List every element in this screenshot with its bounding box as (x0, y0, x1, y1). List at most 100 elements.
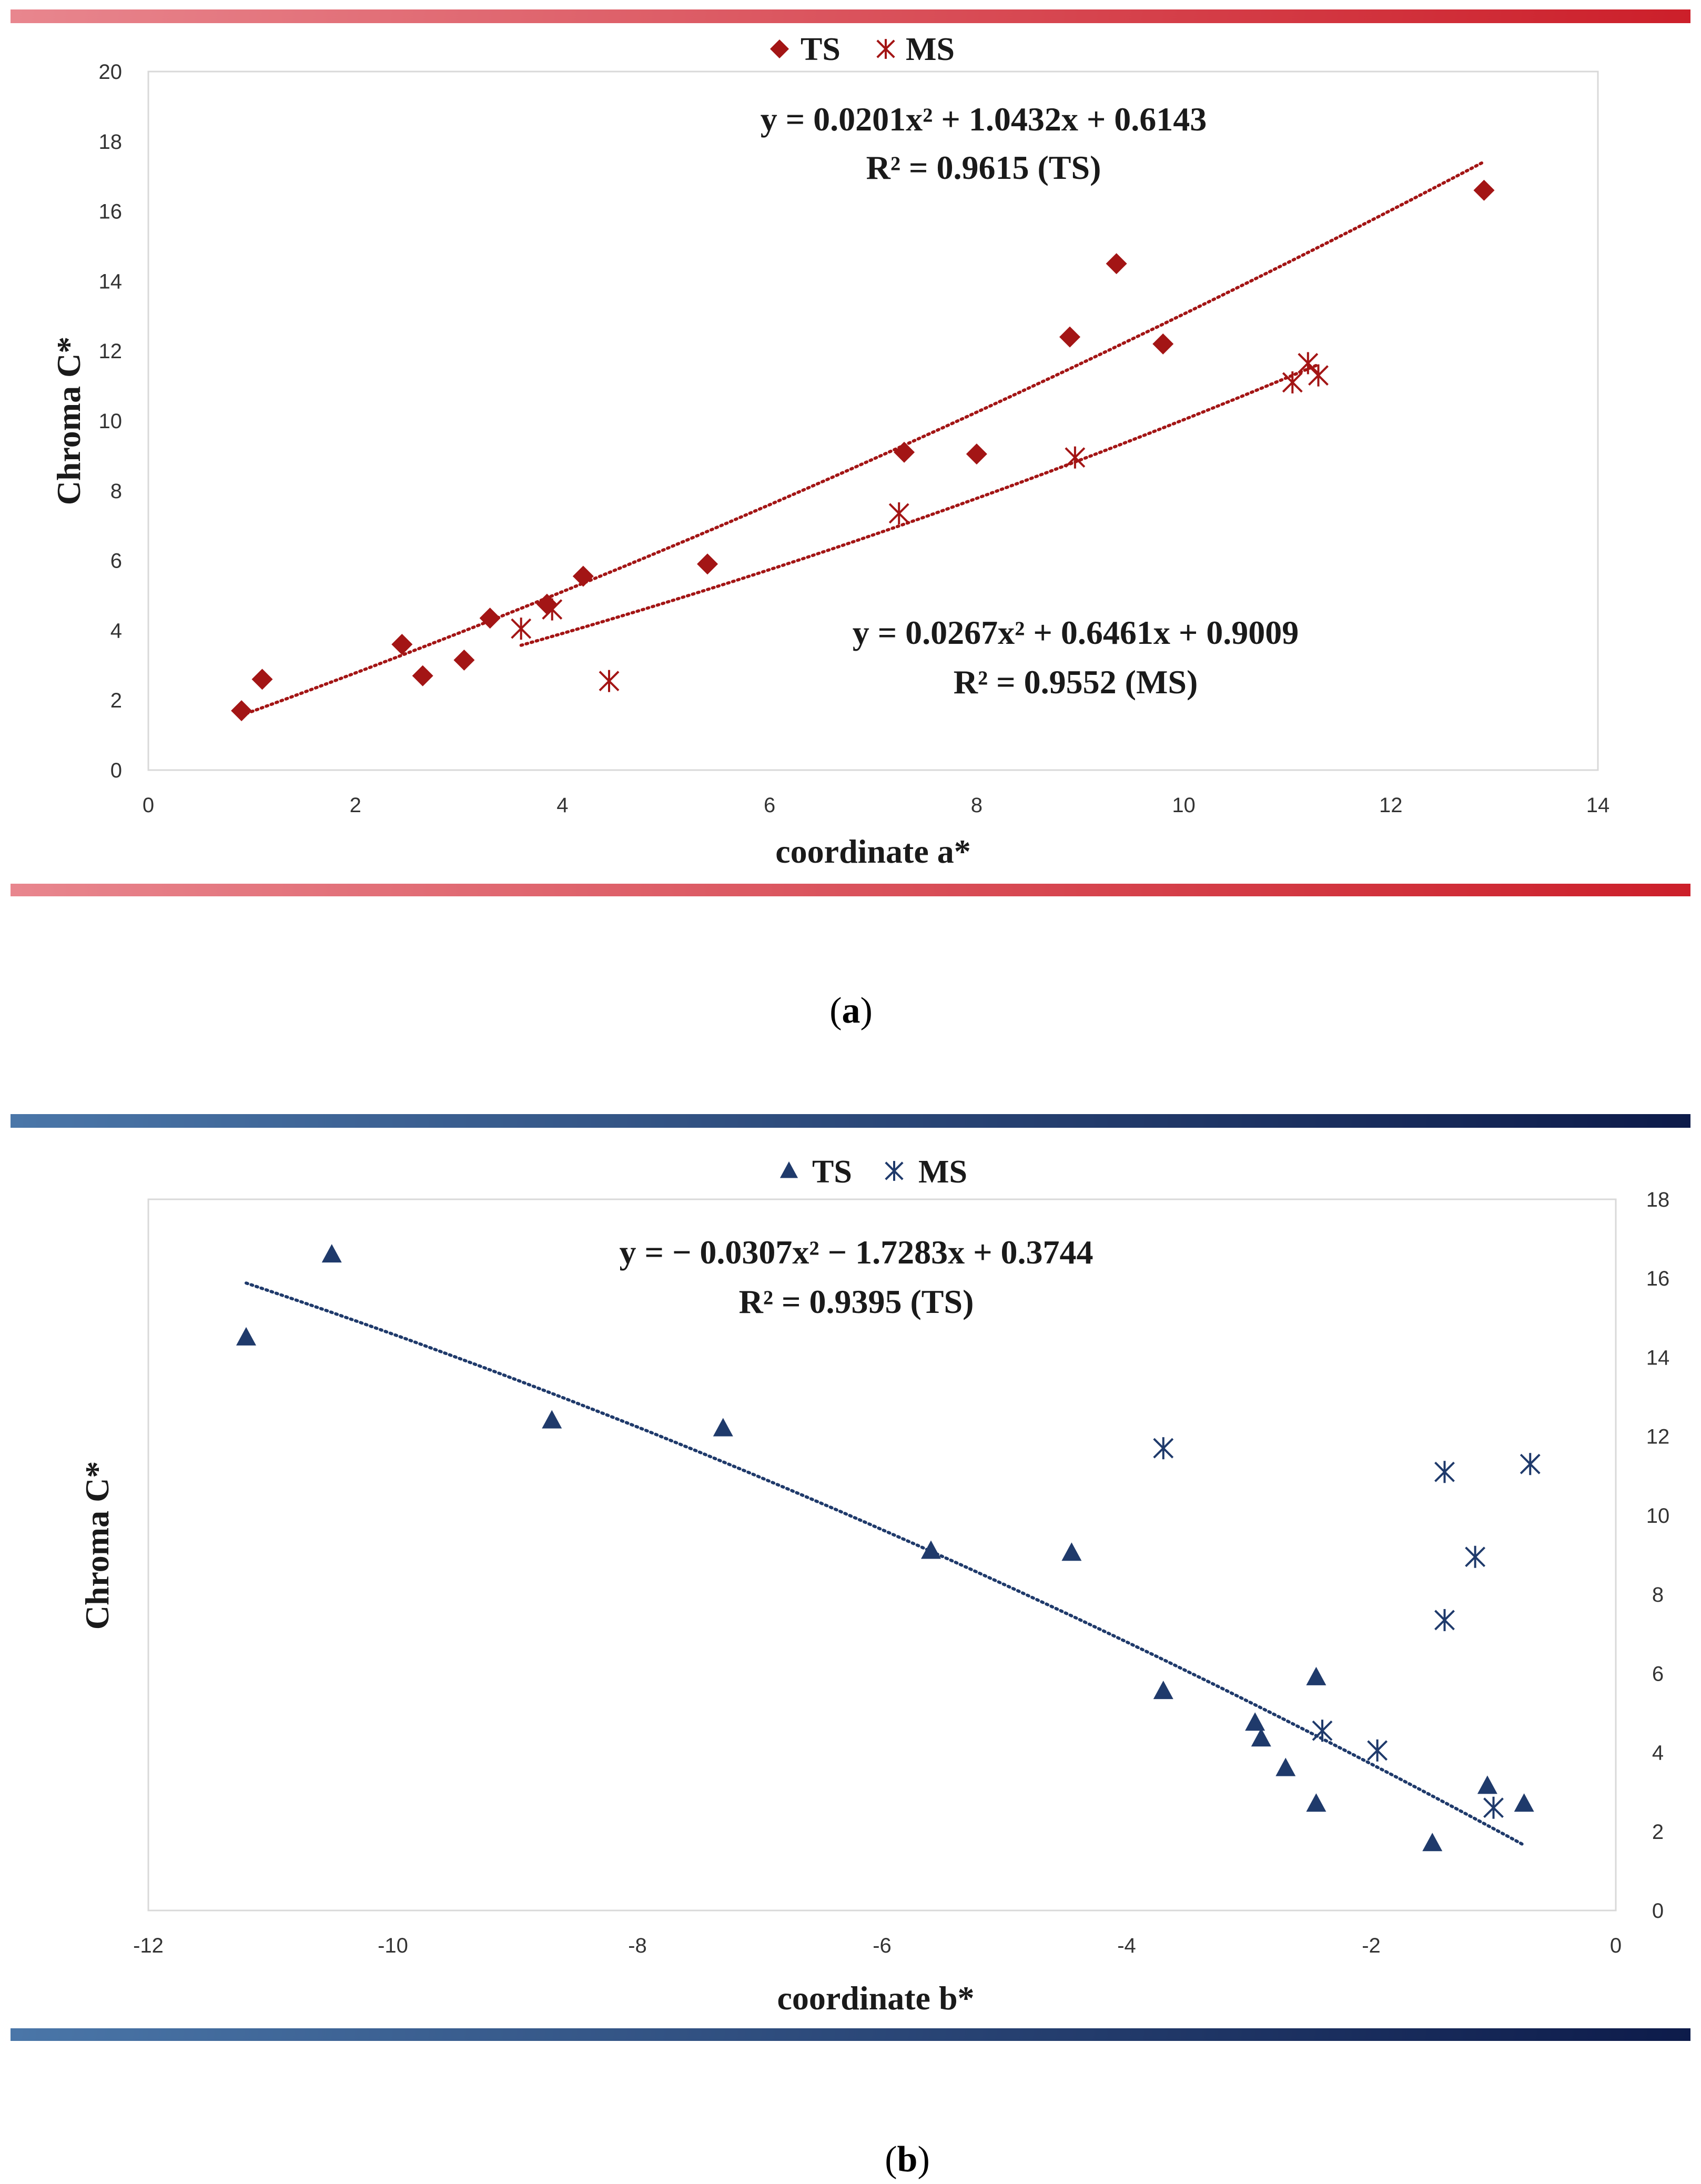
legend-label-ts: TS (812, 1154, 852, 1190)
data-point-ts (1275, 1757, 1296, 1776)
data-point-ts (1106, 253, 1127, 275)
y-tick-label: 20 (99, 60, 123, 84)
caption-b-close: ) (917, 2139, 929, 2180)
caption-a-letter: a (842, 990, 860, 1031)
data-point-ms (1065, 446, 1086, 469)
panel-a-top-bar (11, 9, 1690, 23)
y-tick-label: 8 (1652, 1583, 1664, 1606)
x-tick-label: -10 (378, 1934, 408, 1957)
caption-b-letter: b (897, 2139, 918, 2180)
data-point-ts (713, 1418, 733, 1437)
y-tick-label: 4 (110, 619, 122, 642)
data-point-ms (1434, 1609, 1455, 1631)
x-tick-label: 0 (1610, 1934, 1622, 1957)
data-point-ts (1477, 1775, 1497, 1794)
data-point-ts (1152, 333, 1174, 355)
data-point-ts (251, 669, 273, 690)
data-point-ts (894, 441, 915, 463)
data-point-ts (1306, 1793, 1327, 1812)
legend-label-ms: MS (906, 32, 955, 67)
chart-panel-a: 0 2 4 6 8 10 12 14 0 2 4 6 8 10 12 14 16 18 20 TS MS y = … (11, 9, 1690, 896)
data-point-ms (599, 670, 620, 692)
y-tick-label: 14 (1646, 1346, 1670, 1369)
x-tick-label: -4 (1117, 1934, 1136, 1957)
y-tick-label: 0 (1652, 1899, 1664, 1923)
caption-a-open: ( (829, 990, 842, 1031)
y-axis-title: Chroma C* (78, 1461, 116, 1630)
x-tick-label: 12 (1379, 794, 1403, 817)
x-tick-label: -8 (628, 1934, 647, 1957)
data-point-ts (1514, 1793, 1534, 1812)
legend-icon-ts (779, 1161, 798, 1178)
data-point-ts (966, 443, 987, 465)
r2-ts: R² = 0.9395 (TS) (739, 1283, 974, 1320)
x-tick-label: 10 (1172, 794, 1196, 817)
y-tick-label: 6 (110, 550, 122, 573)
data-point-ms (1153, 1437, 1174, 1460)
y-tick-label: 0 (110, 759, 122, 782)
x-tick-label: -2 (1362, 1934, 1381, 1957)
caption-b-open: ( (885, 2139, 897, 2180)
y-tick-label: 12 (1646, 1425, 1670, 1449)
x-tick-label: 0 (143, 794, 154, 817)
legend-icon-ms (876, 39, 895, 59)
x-tick-label: 2 (350, 794, 361, 817)
data-point-ts (453, 649, 475, 671)
r2-ms: R² = 0.9552 (MS) (954, 663, 1198, 701)
data-point-ts (697, 553, 718, 575)
data-point-ms (1483, 1796, 1504, 1819)
data-point-ms (1520, 1453, 1541, 1475)
caption-b: (b) (885, 2139, 930, 2180)
data-point-ms (888, 502, 909, 524)
panel-b-top-bar (11, 1114, 1690, 1128)
data-point-ts (1422, 1833, 1443, 1852)
x-tick-label: 4 (556, 794, 568, 817)
legend-icon-ts (770, 39, 789, 58)
data-point-ts (391, 633, 413, 655)
y-tick-label: 6 (1652, 1662, 1664, 1685)
data-point-ts (1306, 1666, 1327, 1685)
data-point-ms (1465, 1545, 1486, 1568)
data-point-ts (1245, 1712, 1265, 1731)
data-point-ts (321, 1244, 342, 1263)
trendline-ts (245, 1281, 1526, 1847)
y-tick-label: 10 (1646, 1504, 1670, 1528)
x-tick-label: 8 (971, 794, 983, 817)
data-point-ts (1251, 1728, 1271, 1747)
equation-ts: y = − 0.0307x² − 1.7283x + 0.3744 (619, 1233, 1093, 1271)
data-point-ts (1061, 1542, 1082, 1561)
equation-ts: y = 0.0201x² + 1.0432x + 0.6143 (761, 100, 1207, 138)
y-tick-label: 4 (1652, 1742, 1664, 1765)
panel-a-plot-area (147, 70, 1599, 771)
panel-b-legend: TS MS (779, 1154, 967, 1190)
data-point-ts (1059, 326, 1081, 348)
y-tick-label: 18 (99, 130, 123, 154)
data-point-ts (921, 1540, 941, 1559)
y-tick-label: 2 (110, 689, 122, 712)
x-tick-label: 14 (1586, 794, 1610, 817)
y-tick-label: 10 (99, 410, 123, 433)
data-point-ts (412, 665, 433, 686)
legend-icon-ms (885, 1161, 904, 1181)
panel-b-bottom-bar (11, 2028, 1690, 2041)
data-point-ts (542, 1410, 562, 1429)
x-tick-label: -12 (133, 1934, 164, 1957)
r2-ts: R² = 0.9615 (TS) (866, 149, 1101, 186)
svg-text:(b): (b) (885, 2139, 930, 2180)
legend-label-ms: MS (918, 1154, 967, 1190)
data-point-ms (1312, 1720, 1333, 1742)
y-tick-label: 2 (1652, 1821, 1664, 1844)
x-axis-title: coordinate b* (777, 1979, 974, 2017)
y-tick-label: 14 (99, 270, 123, 293)
data-point-ts (479, 608, 501, 629)
chart-panel-b: -12 -10 -8 -6 -4 -2 0 0 2 4 6 8 10 12 14 16 18 TS MS y … (11, 1114, 1690, 2041)
y-tick-label: 16 (1646, 1267, 1670, 1290)
caption-a-close: ) (860, 990, 873, 1031)
y-tick-label: 12 (99, 340, 123, 363)
caption-a: (a) (829, 990, 873, 1031)
data-point-ms (1434, 1461, 1455, 1483)
data-point-ms (511, 618, 532, 640)
data-point-ts (1473, 179, 1495, 201)
data-point-ms (1298, 352, 1319, 375)
